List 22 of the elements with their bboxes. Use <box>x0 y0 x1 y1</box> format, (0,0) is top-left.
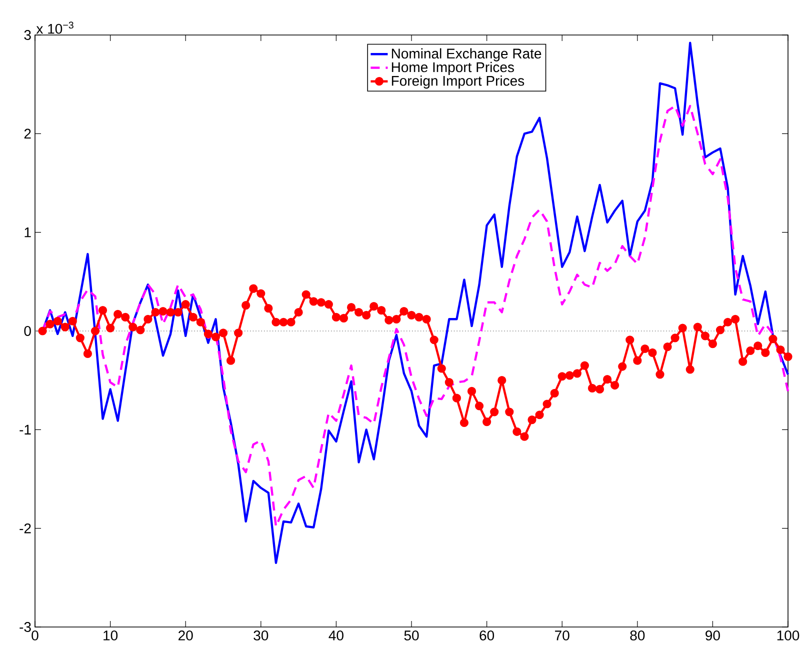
legend-label: Home Import Prices <box>392 62 514 75</box>
x-tick-label: 10 <box>104 630 118 640</box>
legend-label: Nominal Exchange Rate <box>392 48 542 62</box>
x-tick-label: 20 <box>178 630 193 640</box>
x-tick-label: 50 <box>404 630 419 640</box>
y-tick-label: -3 <box>20 622 31 632</box>
y-tick-label: 3 <box>24 30 31 40</box>
y-tick-label: 0 <box>24 326 31 336</box>
y-tick-label: -1 <box>20 424 31 434</box>
x-tick-label: 90 <box>706 630 720 640</box>
y-tick-label: 2 <box>24 128 31 139</box>
x-tick-label: 30 <box>254 630 268 640</box>
x-tick-label: 0 <box>32 630 38 640</box>
x-tick-label: 70 <box>555 630 570 640</box>
text: x 10$^{−3}$ <box>36 22 74 34</box>
x-tick-label: 60 <box>480 630 494 640</box>
legend-label: Foreign Import Prices <box>392 76 524 89</box>
x-tick-label: 100 <box>777 630 800 640</box>
y-tick-label: 1 <box>24 228 31 238</box>
y-tick-label: -2 <box>20 523 31 534</box>
x-tick-label: 40 <box>328 630 344 640</box>
x-tick-label: 80 <box>630 630 645 640</box>
